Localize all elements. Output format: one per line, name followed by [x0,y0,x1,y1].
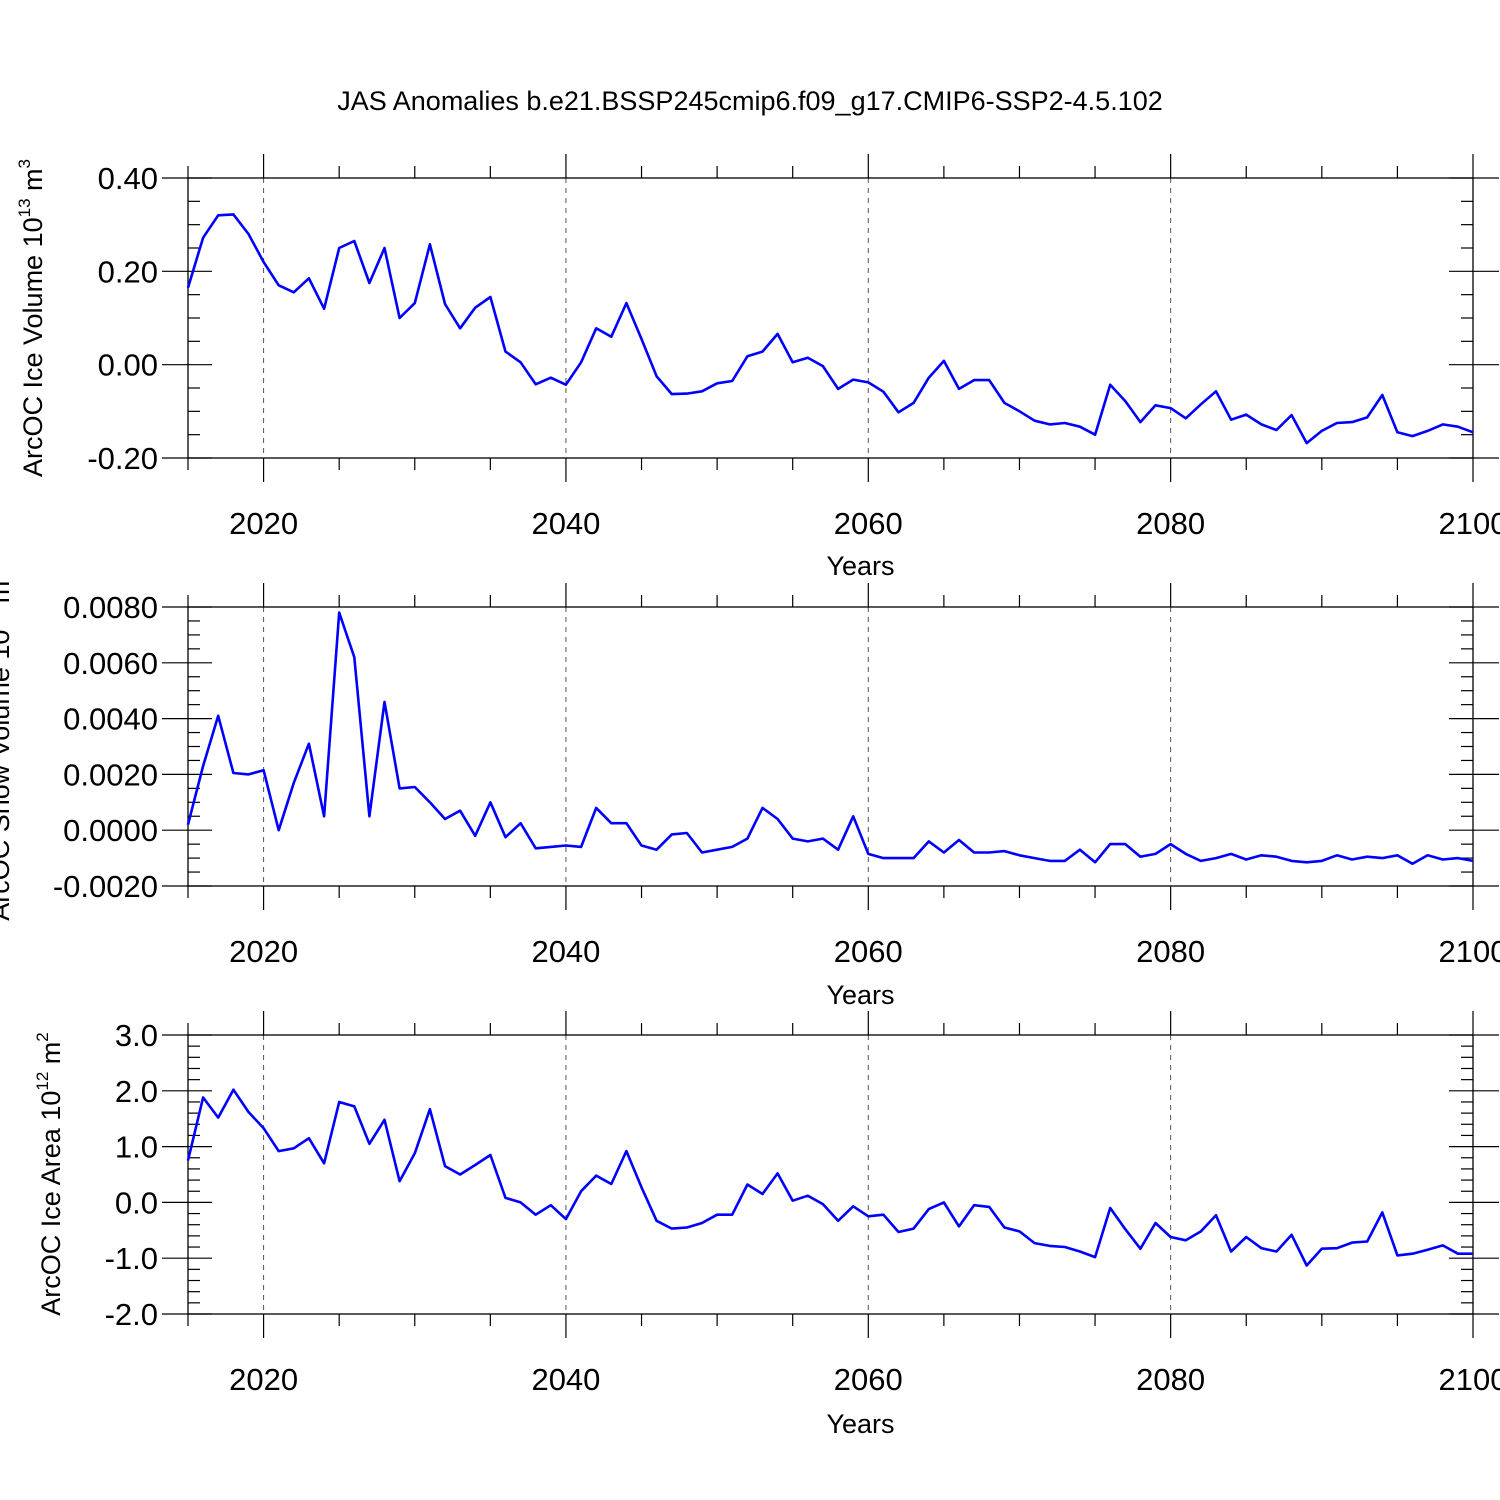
y-tick-label: -2.0 [105,1297,158,1332]
y-tick-label: 0.40 [98,161,158,196]
panel-2: -0.0020 0.0000 0.0020 0.0040 0.0060 0.0080 202… [0,571,1500,1010]
y-axis-label: ArcOC Ice Area 1012 m2 [33,1032,66,1316]
x-axis-label: Years [826,1409,894,1439]
y-tick-label: 0.0040 [63,702,158,737]
x-tick-label: 2020 [229,506,298,541]
y-tick-label: 0.0000 [63,813,158,848]
x-axis-label: Years [826,980,894,1010]
x-tick-label: 2100 [1439,506,1500,541]
y-tick-label: 1.0 [115,1130,158,1165]
plot-frame [187,1034,1474,1315]
y-tick-label: -0.20 [87,441,158,476]
x-tick-label: 2100 [1439,1362,1500,1397]
x-tick-label: 2060 [834,934,903,969]
y-tick-label: 3.0 [115,1018,158,1053]
x-tick-label: 2080 [1136,934,1205,969]
y-tick-label: 0.0020 [63,757,158,792]
chart-title: JAS Anomalies b.e21.BSSP245cmip6.f09_g17… [337,86,1163,116]
y-tick-label: 0.0080 [63,590,158,625]
x-tick-label: 2040 [531,1362,600,1397]
y-tick-label: 0.0060 [63,646,158,681]
panel-3: -2.0 -1.0 0.0 1.0 2.0 3.0 2020 2040 2060 2080 2100… [33,1011,1500,1439]
series-line [186,213,1474,445]
panel-1: -0.20 0.00 0.20 0.40 2020 2040 2060 2080 2100 Yea… [15,154,1500,581]
x-tick-label: 2020 [229,1362,298,1397]
x-tick-label: 2080 [1136,506,1205,541]
y-tick-label: 0.20 [98,254,158,289]
y-tick-label: -0.0020 [53,869,158,904]
y-axis-label: ArcOC Snow Volume 1013 m3 [0,571,15,921]
series-line [186,1088,1473,1267]
series-line [186,611,1474,866]
y-tick-label: 2.0 [115,1074,158,1109]
x-tick-label: 2100 [1439,934,1500,969]
x-tick-label: 2060 [834,1362,903,1397]
x-tick-label: 2040 [531,506,600,541]
y-tick-label: 0.0 [115,1185,158,1220]
x-tick-label: 2080 [1136,1362,1205,1397]
y-tick-label: 0.00 [98,348,158,383]
x-tick-label: 2040 [531,934,600,969]
plot-frame [187,177,1474,459]
x-tick-label: 2020 [229,934,298,969]
y-tick-label: -1.0 [105,1241,158,1276]
x-axis-label: Years [826,551,894,581]
x-tick-label: 2060 [834,506,903,541]
y-axis-label: ArcOC Ice Volume 1013 m3 [15,159,48,477]
